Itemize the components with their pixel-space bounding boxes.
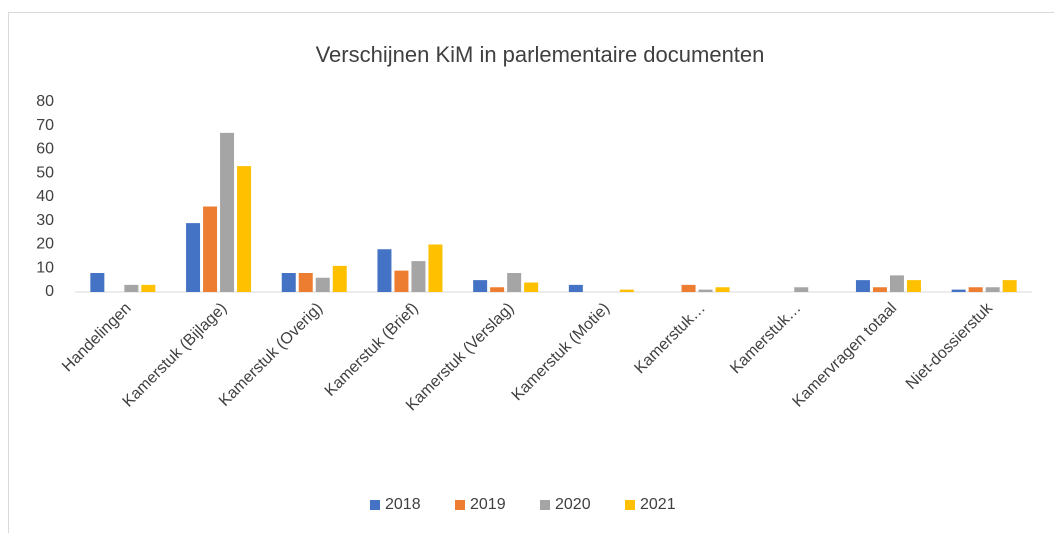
y-tick-label: 50 <box>36 164 54 181</box>
bar <box>568 284 583 292</box>
bar <box>377 249 392 292</box>
legend-swatch <box>625 500 635 510</box>
bar <box>428 244 443 292</box>
bar <box>411 261 426 292</box>
bar <box>1002 280 1017 292</box>
y-tick-label: 70 <box>36 117 54 134</box>
y-tick-label: 30 <box>36 212 54 229</box>
legend-swatch <box>370 500 380 510</box>
legend-label: 2018 <box>385 496 421 513</box>
chart-title: Verschijnen KiM in parlementaire documen… <box>316 42 765 67</box>
bar <box>90 273 105 292</box>
bar <box>524 282 539 292</box>
y-tick-label: 80 <box>36 93 54 110</box>
bar <box>473 280 488 292</box>
y-tick-label: 20 <box>36 236 54 253</box>
bar <box>889 275 904 292</box>
y-tick-label: 40 <box>36 188 54 205</box>
legend-label: 2020 <box>555 496 591 513</box>
bar <box>715 287 730 292</box>
legend-swatch <box>540 500 550 510</box>
bar <box>681 284 696 292</box>
bar <box>619 289 634 292</box>
bar <box>141 284 156 292</box>
legend-label: 2021 <box>640 496 676 513</box>
bar <box>281 273 296 292</box>
bar <box>985 287 1000 292</box>
bar <box>203 206 218 292</box>
legend-label: 2019 <box>470 496 506 513</box>
bar <box>794 287 809 292</box>
bar <box>298 273 313 292</box>
bar <box>394 270 409 292</box>
bar <box>906 280 921 292</box>
bar <box>124 284 139 292</box>
bar <box>315 277 330 292</box>
bar <box>855 280 870 292</box>
bar <box>951 289 966 292</box>
y-tick-label: 60 <box>36 141 54 158</box>
legend-swatch <box>455 500 465 510</box>
bar <box>490 287 505 292</box>
bar <box>698 289 713 292</box>
y-tick-label: 10 <box>36 259 54 276</box>
bar <box>237 166 252 292</box>
y-tick-label: 0 <box>45 283 54 300</box>
bar <box>332 265 347 292</box>
bar <box>507 273 522 292</box>
chart-frame <box>8 12 1054 533</box>
bar <box>220 132 235 292</box>
bar <box>872 287 887 292</box>
bar <box>968 287 983 292</box>
bar <box>186 223 201 292</box>
